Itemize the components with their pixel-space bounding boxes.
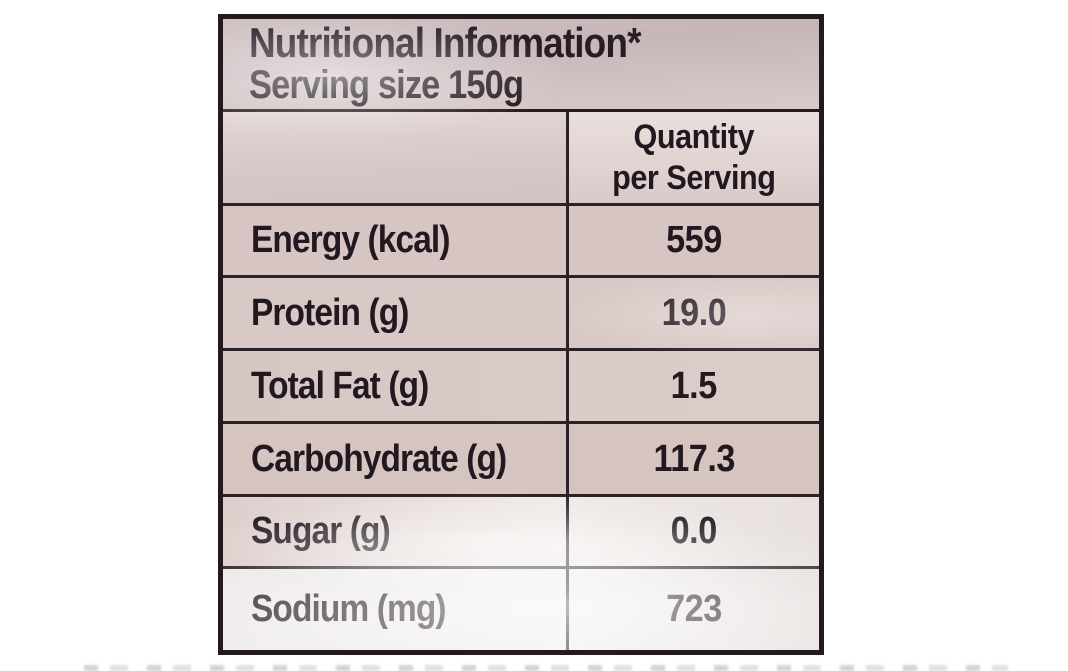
nutrient-value-cell: 723 [566, 569, 819, 650]
nutrient-value: 559 [666, 219, 722, 261]
nutrient-value: 1.5 [670, 364, 718, 407]
nutrient-name-cell: Energy (kcal) [223, 206, 566, 275]
nutrient-value: 117.3 [653, 437, 735, 480]
nutrient-name-cell: Protein (g) [223, 278, 566, 348]
nutrition-title: Nutritional Information* [249, 18, 641, 66]
nutrition-facts-table: Nutritional Information* Serving size 15… [218, 14, 824, 655]
nutrient-value-cell: 559 [566, 206, 819, 275]
nutrient-name-cell: Sodium (mg) [223, 569, 566, 650]
nutrient-name: Sodium (mg) [251, 588, 447, 630]
nutrient-name-cell: Total Fat (g) [223, 351, 566, 421]
column-header-line2: per Serving [612, 158, 776, 197]
nutrient-value: 19.0 [661, 291, 727, 334]
empty-cell [223, 112, 566, 203]
nutrient-value: 0.0 [670, 510, 718, 552]
nutrient-name: Protein (g) [251, 291, 409, 334]
serving-size-text: Serving size 150g [249, 63, 524, 108]
nutrient-name-cell: Carbohydrate (g) [223, 424, 566, 494]
column-header-row: Quantity per Serving [223, 112, 819, 203]
cropped-text-artifact [84, 665, 1008, 671]
table-row-total-fat: Total Fat (g) 1.5 [223, 348, 819, 421]
nutrient-name: Total Fat (g) [251, 364, 429, 407]
table-title-band: Nutritional Information* Serving size 15… [223, 19, 819, 112]
table-row-sugar: Sugar (g) 0.0 [223, 494, 819, 566]
nutrient-name-cell: Sugar (g) [223, 497, 566, 566]
nutrient-name: Carbohydrate (g) [251, 437, 507, 480]
nutrient-name: Sugar (g) [251, 510, 391, 552]
nutrient-value-cell: 0.0 [566, 497, 819, 566]
nutrient-value-cell: 117.3 [566, 424, 819, 494]
nutrient-value-cell: 1.5 [566, 351, 819, 421]
quantity-column-header: Quantity per Serving [566, 112, 819, 203]
table-row-protein: Protein (g) 19.0 [223, 275, 819, 348]
table-row-carbohydrate: Carbohydrate (g) 117.3 [223, 421, 819, 494]
table-row-sodium: Sodium (mg) 723 [223, 566, 819, 650]
nutrition-grid: Quantity per Serving Energy (kcal) 559 P… [223, 112, 819, 650]
quantity-column-header-text: Quantity per Serving [612, 117, 776, 199]
table-row-energy: Energy (kcal) 559 [223, 203, 819, 275]
nutrient-value: 723 [666, 588, 722, 630]
nutrient-name: Energy (kcal) [251, 219, 450, 261]
nutrient-value-cell: 19.0 [566, 278, 819, 348]
column-header-line1: Quantity [633, 117, 755, 156]
